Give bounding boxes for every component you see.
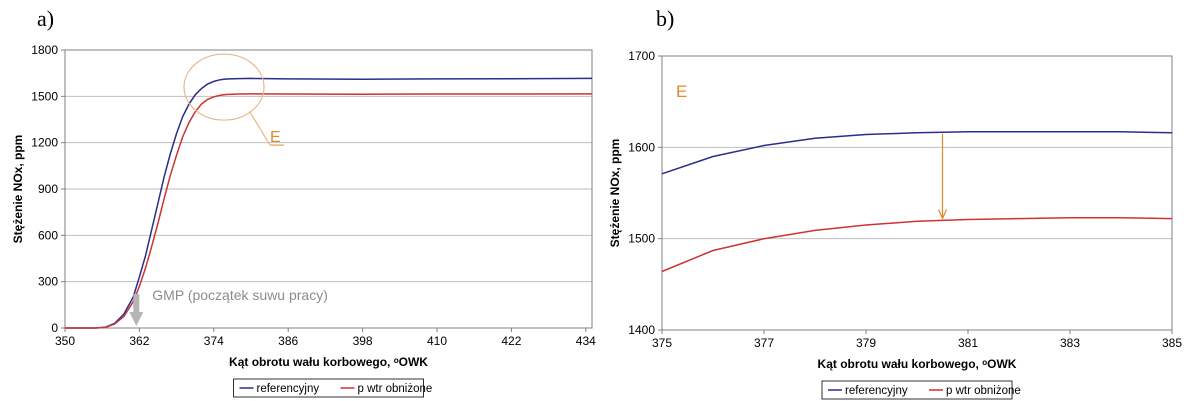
chart-a-y-tick-label: 900 — [38, 182, 58, 196]
chart-b-legend-label: p wtr obniżone — [946, 385, 1021, 397]
chart-a-legend-label: p wtr obniżone — [358, 383, 433, 395]
chart-a-x-tick-label: 410 — [427, 334, 447, 348]
chart-b-x-axis-title: Kąt obrotu wału korbowego, ᵒOWK — [818, 357, 1017, 371]
chart-b-y-tick-label: 1400 — [628, 323, 655, 337]
chart-a-series-line-referencyjny — [65, 77, 593, 329]
chart-a-gmp-label: GMP (początek suwu pracy) — [152, 287, 328, 303]
chart-a-x-tick-label: 422 — [501, 334, 521, 348]
panel-label-a: a) — [37, 6, 55, 31]
chart-a-x-axis-title: Kąt obrotu wału korbowego, ᵒOWK — [229, 355, 428, 369]
chart-b-y-tick-label: 1500 — [628, 232, 655, 246]
chart-b-x-tick-label: 381 — [958, 336, 978, 350]
chart-b-x-tick-label: 379 — [856, 336, 876, 350]
chart-a-legend-label: referencyjny — [257, 383, 320, 395]
chart-a-gmp-arrow — [129, 294, 144, 326]
chart-a-y-tick-label: 1500 — [31, 89, 58, 103]
chart-a-e-ellipse — [183, 53, 265, 121]
chart-a-y-axis-title: Stężenie NOx, ppm — [11, 135, 25, 244]
chart-a-x-tick-label: 362 — [129, 334, 149, 348]
chart-a-e-label: E — [270, 129, 281, 146]
chart-a-x-tick-label: 374 — [204, 334, 224, 348]
chart-b-y-tick-label: 1600 — [628, 140, 655, 154]
chart-a-y-tick-label: 0 — [51, 321, 58, 335]
chart-b-plot-border — [661, 55, 1173, 331]
chart-a-x-tick-label: 386 — [278, 334, 298, 348]
chart-a-x-tick-label: 434 — [576, 334, 596, 348]
panel-label-b: b) — [656, 6, 675, 31]
chart-b-x-tick-label: 377 — [754, 336, 774, 350]
chart-b-x-tick-label: 375 — [652, 336, 672, 350]
chart-b-e-label: E — [676, 82, 687, 101]
chart-a-legend-box — [233, 378, 424, 398]
chart-a-series-line-p-wtr-obnizone — [65, 93, 593, 329]
chart-a-y-tick-label: 300 — [38, 275, 58, 289]
chart-a-y-tick-label: 1800 — [31, 43, 58, 57]
chart-a-x-tick-label: 398 — [353, 334, 373, 348]
chart-a-e-leader — [249, 111, 271, 146]
chart-b-series-line-p-wtr-obnizone — [661, 216, 1173, 273]
chart-b-x-tick-label: 385 — [1162, 336, 1182, 350]
chart-b-legend-box — [821, 380, 1013, 400]
chart-b-series-line-referencyjny — [661, 131, 1173, 175]
chart-a-x-tick-label: 350 — [55, 334, 75, 348]
chart-a-y-tick-label: 600 — [38, 228, 58, 242]
chart-b-arrow-head — [937, 209, 948, 220]
chart-b-y-tick-label: 1700 — [628, 49, 655, 63]
chart-a-y-tick-label: 1200 — [31, 136, 58, 150]
chart-b-y-axis-title: Stężenie NOx, ppm — [608, 139, 622, 248]
chart-b-x-tick-label: 383 — [1060, 336, 1080, 350]
chart-b-legend-label: referencyjny — [845, 385, 908, 397]
